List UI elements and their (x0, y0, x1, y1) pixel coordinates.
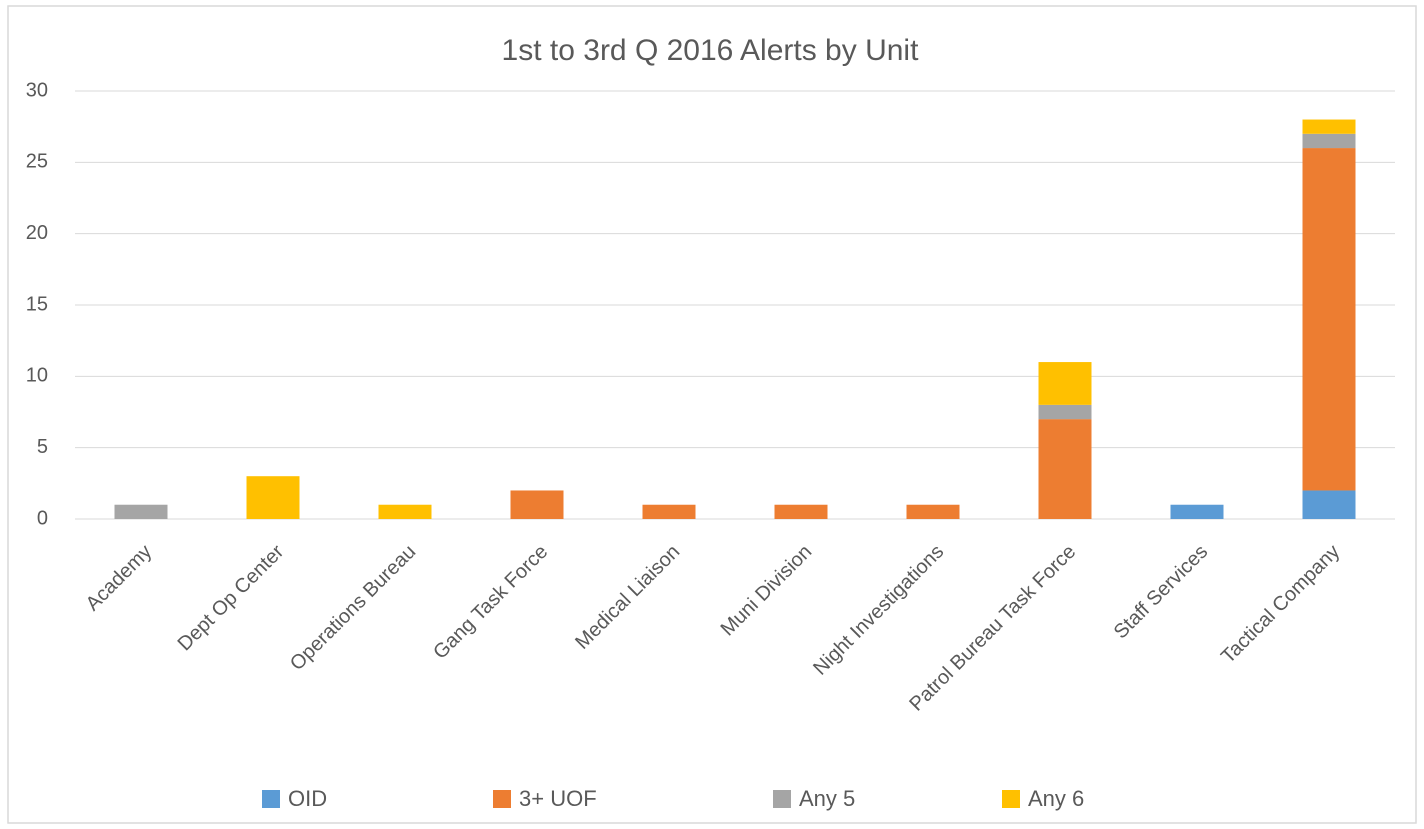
bar-segment (1302, 490, 1356, 519)
bar-segment (510, 490, 564, 519)
chart-title: 1st to 3rd Q 2016 Alerts by Unit (502, 34, 920, 67)
bar-segment (1038, 404, 1092, 420)
y-tick-label: 5 (37, 436, 48, 458)
bar-segment (378, 504, 432, 519)
y-tick-label: 10 (26, 365, 48, 387)
bar-segment (114, 504, 168, 519)
bar-segment (246, 476, 300, 519)
bar-segment (642, 504, 696, 519)
legend-swatch (262, 790, 280, 808)
legend-label: Any 5 (799, 786, 855, 811)
bar-segment (774, 504, 828, 519)
y-tick-label: 15 (26, 293, 48, 315)
bar-segment (1170, 504, 1224, 519)
y-tick-label: 30 (26, 79, 48, 101)
legend-swatch (1002, 790, 1020, 808)
y-tick-label: 20 (26, 222, 48, 244)
legend-swatch (773, 790, 791, 808)
y-tick-label: 0 (37, 507, 48, 529)
legend-label: OID (288, 786, 327, 811)
bar-segment (1038, 362, 1092, 405)
chart-frame (7, 5, 1417, 824)
legend-label: Any 6 (1028, 786, 1084, 811)
legend-swatch (493, 790, 511, 808)
bar-segment (1302, 119, 1356, 134)
legend-label: 3+ UOF (519, 786, 597, 811)
bar-segment (1302, 148, 1356, 491)
bar-segment (906, 504, 960, 519)
bar-segment (1302, 133, 1356, 149)
y-tick-label: 25 (26, 151, 48, 173)
bar-segment (1038, 419, 1092, 519)
